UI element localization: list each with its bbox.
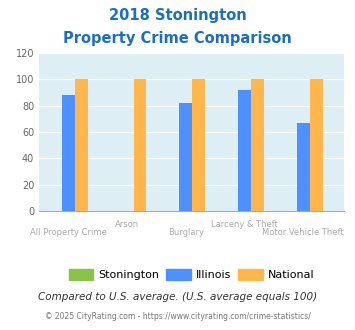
Text: Compared to U.S. average. (U.S. average equals 100): Compared to U.S. average. (U.S. average … bbox=[38, 292, 317, 302]
Bar bbox=[62, 95, 75, 211]
Bar bbox=[179, 103, 192, 211]
Bar bbox=[133, 79, 147, 211]
Text: Property Crime Comparison: Property Crime Comparison bbox=[63, 31, 292, 46]
Text: Arson: Arson bbox=[115, 220, 139, 229]
Bar bbox=[192, 79, 205, 211]
Text: 2018 Stonington: 2018 Stonington bbox=[109, 8, 246, 23]
Text: All Property Crime: All Property Crime bbox=[30, 228, 107, 237]
Bar bbox=[238, 90, 251, 211]
Bar bbox=[75, 79, 88, 211]
Text: Larceny & Theft: Larceny & Theft bbox=[211, 220, 278, 229]
Text: © 2025 CityRating.com - https://www.cityrating.com/crime-statistics/: © 2025 CityRating.com - https://www.city… bbox=[45, 312, 310, 321]
Text: Burglary: Burglary bbox=[168, 228, 204, 237]
Text: Motor Vehicle Theft: Motor Vehicle Theft bbox=[262, 228, 344, 237]
Bar bbox=[297, 123, 310, 211]
Legend: Stonington, Illinois, National: Stonington, Illinois, National bbox=[64, 265, 319, 285]
Bar bbox=[251, 79, 264, 211]
Bar bbox=[310, 79, 323, 211]
